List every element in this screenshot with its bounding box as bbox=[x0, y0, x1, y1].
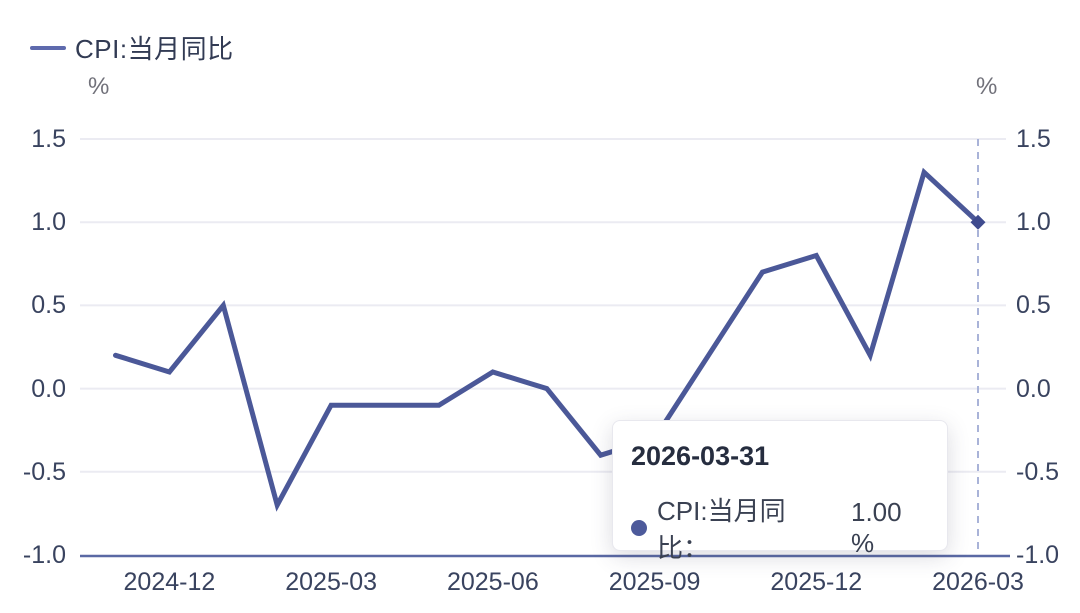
highlighted-point-diamond-marker bbox=[970, 214, 986, 230]
tooltip-date-title: 2026-03-31 bbox=[631, 441, 770, 471]
y-axis-tick-label-right: 1.0 bbox=[1016, 208, 1051, 237]
y-axis-tick-label-right: -0.5 bbox=[1016, 457, 1060, 486]
cpi-series-line bbox=[113, 167, 981, 512]
x-axis-tick-label: 2025-12 bbox=[770, 568, 863, 596]
y-axis-tick-label-left: 1.5 bbox=[31, 125, 66, 153]
series-dot-icon bbox=[631, 520, 647, 536]
legend-label: CPI:当月同比 bbox=[75, 34, 234, 64]
y-axis-tick-label-right: 0.0 bbox=[1016, 374, 1051, 403]
legend-item-cpi[interactable]: CPI:当月同比 bbox=[30, 29, 234, 66]
right-axis-unit-label: % bbox=[976, 73, 998, 100]
tooltip-series-label: CPI:当月同比： bbox=[657, 496, 786, 563]
x-axis-tick-label: 2025-09 bbox=[608, 568, 701, 596]
y-axis-tick-label-right: 0.5 bbox=[1016, 291, 1051, 320]
left-axis-unit-label: % bbox=[88, 73, 110, 100]
x-axis-tick-label: 2025-03 bbox=[285, 568, 377, 596]
y-axis-tick-label-left: -1.0 bbox=[22, 541, 66, 569]
x-axis-tick-label: 2026-03 bbox=[932, 568, 1024, 596]
legend-line-marker-icon bbox=[30, 45, 66, 50]
x-axis-tick-label: 2024-12 bbox=[123, 568, 216, 596]
y-axis-tick-label-left: 0.5 bbox=[31, 291, 66, 320]
y-axis-tick-label-right: 1.5 bbox=[1016, 125, 1051, 153]
tooltip-series-value: 1.00 % bbox=[851, 497, 902, 558]
tooltip: 2026-03-31 CPI:当月同比： 1.00 % bbox=[612, 420, 948, 563]
x-axis-tick-label: 2025-06 bbox=[446, 568, 539, 596]
y-axis-tick-label-left: 0.0 bbox=[31, 374, 66, 403]
tooltip-series-row: CPI:当月同比： 1.00 % bbox=[631, 491, 929, 565]
y-axis-tick-label-left: -0.5 bbox=[22, 457, 66, 486]
y-axis-tick-label-left: 1.0 bbox=[31, 208, 66, 237]
y-axis-tick-label-right: -1.0 bbox=[1016, 541, 1060, 569]
